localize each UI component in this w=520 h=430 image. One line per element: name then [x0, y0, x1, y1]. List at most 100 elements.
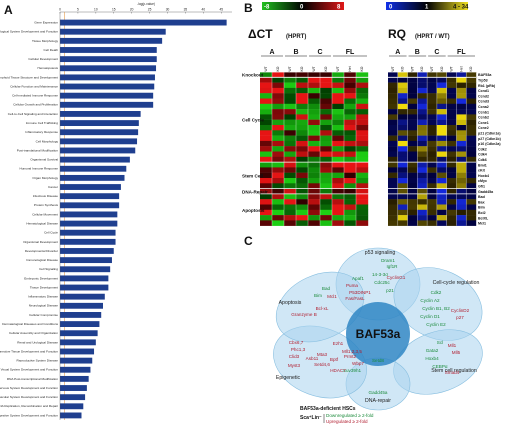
rq-cell	[417, 82, 428, 89]
dct-cell	[332, 178, 345, 184]
x-tick-label: 30	[166, 8, 170, 12]
column-header: KO	[401, 66, 405, 71]
gene-up: Mcl1	[327, 294, 337, 299]
rq-cell	[407, 119, 418, 126]
gene-up: p27	[456, 315, 464, 320]
dct-cell	[260, 114, 273, 120]
rq-cell	[388, 119, 398, 126]
bar	[60, 65, 157, 72]
category-label: Embryonic Development	[24, 276, 58, 280]
petal-title: Epigenetic	[276, 375, 301, 381]
dct-cell	[332, 215, 345, 221]
rq-cell	[407, 193, 418, 200]
dct-subtitle: (HPRT)	[286, 34, 306, 40]
dct-cell	[284, 98, 297, 104]
dct-cell	[296, 114, 309, 120]
category-label: Renal and Urological Disease	[17, 340, 58, 344]
dct-cell	[284, 125, 297, 131]
bar	[60, 339, 96, 346]
rq-cell	[407, 125, 418, 131]
rq-cell	[407, 215, 418, 221]
rq-cell	[427, 151, 438, 157]
dct-cell	[260, 188, 273, 195]
gene-label: Ccnd3	[478, 100, 489, 104]
rq-cell	[466, 82, 477, 89]
column-header: WT	[391, 66, 395, 71]
dct-cell	[320, 209, 333, 216]
x-tick-label: 10	[94, 8, 98, 12]
dct-cell	[296, 135, 309, 142]
rq-cell	[456, 156, 467, 163]
dct-cell	[356, 215, 369, 221]
rq-cell	[456, 178, 467, 184]
gene-down: Cyclin A2	[420, 298, 440, 303]
rq-cell	[407, 220, 418, 226]
rq-cell	[397, 151, 408, 157]
dct-cell	[260, 199, 273, 205]
bar	[60, 129, 139, 136]
bar	[60, 74, 155, 81]
dct-cell	[332, 220, 345, 226]
dct-cell	[284, 135, 297, 142]
rq-cell	[466, 215, 477, 221]
bar	[60, 248, 114, 254]
rq-cell	[466, 204, 477, 210]
dct-cell	[344, 215, 357, 221]
dct-cell	[356, 204, 369, 210]
dct-cell	[260, 130, 273, 136]
dct-cell	[284, 162, 297, 168]
dct-cell	[296, 77, 309, 83]
rq-cell	[436, 109, 447, 115]
rq-cell	[417, 183, 428, 189]
dct-cell	[296, 220, 309, 226]
rq-cell	[397, 156, 408, 163]
dct-cell	[344, 119, 357, 126]
dct-cell	[344, 93, 357, 99]
column-header: KO	[420, 66, 424, 71]
rq-cell	[388, 109, 398, 115]
rq-cell	[427, 140, 438, 147]
rq-cell	[446, 199, 457, 205]
dct-cell	[332, 125, 345, 131]
rq-cell	[456, 167, 467, 173]
rq-cell	[446, 140, 457, 147]
dct-cell	[296, 87, 309, 94]
category-label: Hematopoiesis	[38, 66, 59, 70]
rq-cell	[417, 167, 428, 173]
gene-label: Bim	[478, 206, 485, 210]
dct-cell	[284, 140, 297, 147]
category-label: Cell Cycle	[44, 231, 58, 235]
bar	[60, 56, 157, 63]
bar	[60, 211, 118, 218]
gene-label: p16 (Cdkn2a)	[478, 142, 501, 146]
bar	[60, 412, 82, 419]
rq-cell	[397, 183, 408, 189]
dct-cell	[272, 215, 285, 221]
gene-label: Ccne1	[478, 121, 489, 125]
dct-cell	[320, 119, 333, 126]
category-label: Visual System Development and Function	[1, 368, 59, 372]
dct-cell	[296, 98, 309, 104]
rq-cell	[407, 140, 418, 147]
rq-cell	[456, 172, 467, 179]
gene-down: Apaf1	[352, 276, 364, 281]
petal-title: Apoptosis	[279, 300, 302, 306]
column-header: KO	[276, 66, 280, 71]
rq-cell	[397, 77, 408, 83]
dct-cell	[320, 135, 333, 142]
dct-cell	[332, 77, 345, 83]
x-tick-label: 35	[184, 8, 188, 12]
bar	[60, 92, 154, 99]
dct-cell	[260, 156, 273, 163]
dct-cell	[308, 82, 321, 89]
dct-cell	[320, 193, 333, 200]
bar	[60, 47, 157, 53]
rq-cell	[417, 156, 428, 163]
rq-cell	[397, 146, 408, 152]
dct-cell	[272, 209, 285, 216]
rq-cell	[446, 135, 457, 142]
dct-cell	[344, 178, 357, 184]
rq-cell	[466, 188, 477, 195]
dct-cell	[284, 93, 297, 99]
rq-cell	[436, 162, 447, 168]
